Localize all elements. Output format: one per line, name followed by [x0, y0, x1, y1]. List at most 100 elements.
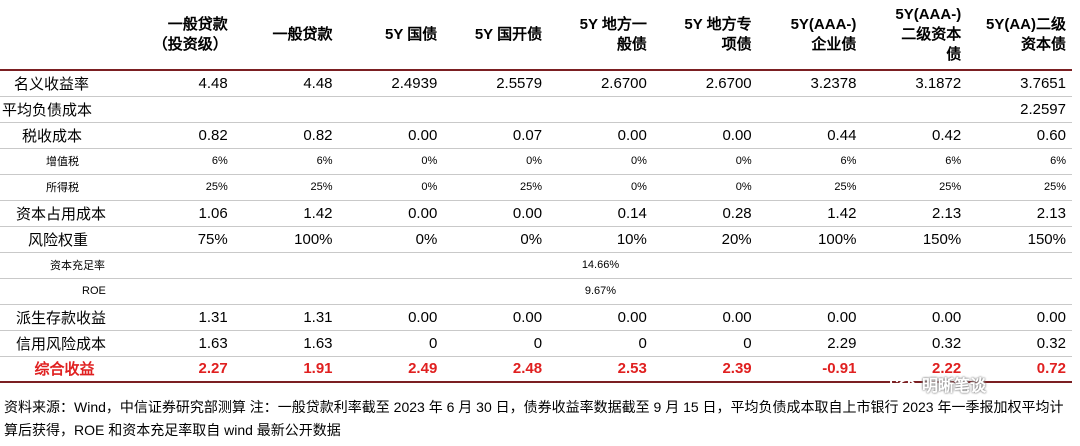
- row-income-tax: 所得税 25% 25% 0% 25% 0% 0% 25% 25% 25%: [0, 174, 1072, 201]
- cell: 0%: [548, 174, 653, 201]
- cell: [128, 96, 234, 123]
- cell: [443, 96, 549, 123]
- cell: 2.5579: [443, 70, 549, 97]
- cell: 3.1872: [862, 70, 968, 97]
- cell: 0: [548, 330, 653, 357]
- cell: -0.91: [757, 356, 863, 383]
- watermark-text: 明晰笔谈: [922, 378, 987, 395]
- cell: 6%: [967, 148, 1072, 175]
- cell: 0.72: [967, 356, 1072, 383]
- cell: 6%: [128, 148, 234, 175]
- cell: 2.2597: [967, 96, 1072, 123]
- cell: 100%: [757, 226, 863, 253]
- cell: 75%: [128, 226, 234, 253]
- col-header-tier2-aa: 5Y(AA)二级 资本债: [967, 0, 1072, 71]
- col-header-local-general: 5Y 地方一 般债: [548, 0, 653, 71]
- row-total-return: 综合收益 2.27 1.91 2.49 2.48 2.53 2.39 -0.91…: [0, 356, 1072, 383]
- cell: 2.4939: [338, 70, 444, 97]
- row-label: 资本充足率: [0, 252, 129, 279]
- row-label: 资本占用成本: [0, 200, 129, 227]
- cell: 6%: [862, 148, 968, 175]
- cell: 0%: [652, 148, 758, 175]
- cell: 25%: [757, 174, 863, 201]
- cell: 2.27: [128, 356, 234, 383]
- cell: 150%: [862, 226, 968, 253]
- cell: 2.48: [443, 356, 549, 383]
- col-header-corporate: 5Y(AAA-) 企业债: [757, 0, 863, 71]
- cell: 0.32: [967, 330, 1072, 357]
- cell: [862, 96, 968, 123]
- cell: 0.00: [652, 122, 758, 149]
- cell: 0.82: [233, 122, 339, 149]
- cell: 0.42: [862, 122, 968, 149]
- cell: 100%: [233, 226, 339, 253]
- header-row: 一般贷款 （投资级） 一般贷款 5Y 国债 5Y 国开债 5Y 地方一 般债 5Y …: [0, 0, 1072, 71]
- cell: 0.14: [548, 200, 653, 227]
- cell: 1.31: [233, 304, 339, 331]
- cell: 0%: [652, 174, 758, 201]
- row-nominal-yield: 名义收益率 4.48 4.48 2.4939 2.5579 2.6700 2.6…: [0, 70, 1072, 97]
- cell: [757, 96, 863, 123]
- row-deposit-income: 派生存款收益 1.31 1.31 0.00 0.00 0.00 0.00 0.0…: [0, 304, 1072, 331]
- row-car: 资本充足率 14.66%: [0, 252, 1072, 279]
- cell: 3.2378: [757, 70, 863, 97]
- cell: [652, 96, 758, 123]
- cell: 0%: [338, 226, 444, 253]
- row-label: 增值税: [0, 148, 129, 175]
- cell: 0.00: [967, 304, 1072, 331]
- cell: 25%: [862, 174, 968, 201]
- cell: 2.6700: [548, 70, 653, 97]
- col-header-loan-investment-grade: 一般贷款 （投资级）: [128, 0, 234, 71]
- cell: 25%: [233, 174, 339, 201]
- merged-cell: 14.66%: [128, 252, 1072, 279]
- cell: 4.48: [128, 70, 234, 97]
- cell: 1.31: [128, 304, 234, 331]
- cell: 3.7651: [967, 70, 1072, 97]
- cell: [338, 96, 444, 123]
- cell: 0.00: [338, 304, 444, 331]
- row-label: 综合收益: [0, 356, 129, 383]
- col-header-cdb: 5Y 国开债: [443, 0, 549, 71]
- col-header-loan: 一般贷款: [233, 0, 339, 71]
- wechat-icon: [890, 373, 916, 393]
- cell: 0.32: [862, 330, 968, 357]
- row-avg-liability-cost: 平均负债成本 2.2597: [0, 96, 1072, 123]
- row-risk-weight: 风险权重 75% 100% 0% 0% 10% 20% 100% 150% 15…: [0, 226, 1072, 253]
- source-note: 资料来源：Wind，中信证券研究部测算 注：一般贷款利率截至 2023 年 6 …: [4, 399, 1064, 438]
- cell: 0.00: [862, 304, 968, 331]
- cell: 1.63: [233, 330, 339, 357]
- cell: 1.91: [233, 356, 339, 383]
- row-label: 税收成本: [0, 122, 129, 149]
- row-label: 所得税: [0, 174, 129, 201]
- cell: [548, 96, 653, 123]
- row-label: 派生存款收益: [0, 304, 129, 331]
- cell: [233, 96, 339, 123]
- watermark: 明晰笔谈: [890, 370, 986, 398]
- cell: 1.63: [128, 330, 234, 357]
- col-header-local-special: 5Y 地方专 项债: [652, 0, 758, 71]
- cell: 0%: [443, 148, 549, 175]
- row-label: ROE: [0, 278, 129, 305]
- cell: 0.00: [443, 200, 549, 227]
- cell: 20%: [652, 226, 758, 253]
- cell: 0%: [548, 148, 653, 175]
- row-label: 平均负债成本: [0, 96, 129, 123]
- cell: 150%: [967, 226, 1072, 253]
- cell: 25%: [128, 174, 234, 201]
- cell: 2.6700: [652, 70, 758, 97]
- cell: 0%: [338, 148, 444, 175]
- cell: 10%: [548, 226, 653, 253]
- cell: 2.29: [757, 330, 863, 357]
- cell: 2.22: [862, 356, 968, 383]
- yield-comparison-table: 一般贷款 （投资级） 一般贷款 5Y 国债 5Y 国开债 5Y 地方一 般债 5Y …: [0, 0, 1072, 383]
- cell: 0%: [443, 226, 549, 253]
- cell: 0%: [338, 174, 444, 201]
- cell: 1.42: [233, 200, 339, 227]
- cell: 1.06: [128, 200, 234, 227]
- row-vat: 增值税 6% 6% 0% 0% 0% 0% 6% 6% 6%: [0, 148, 1072, 175]
- cell: 6%: [233, 148, 339, 175]
- comparison-table-wrapper: 一般贷款 （投资级） 一般贷款 5Y 国债 5Y 国开债 5Y 地方一 般债 5Y …: [0, 0, 1072, 383]
- header-corner: [0, 0, 129, 71]
- cell: 2.39: [652, 356, 758, 383]
- row-tax-cost: 税收成本 0.82 0.82 0.00 0.07 0.00 0.00 0.44 …: [0, 122, 1072, 149]
